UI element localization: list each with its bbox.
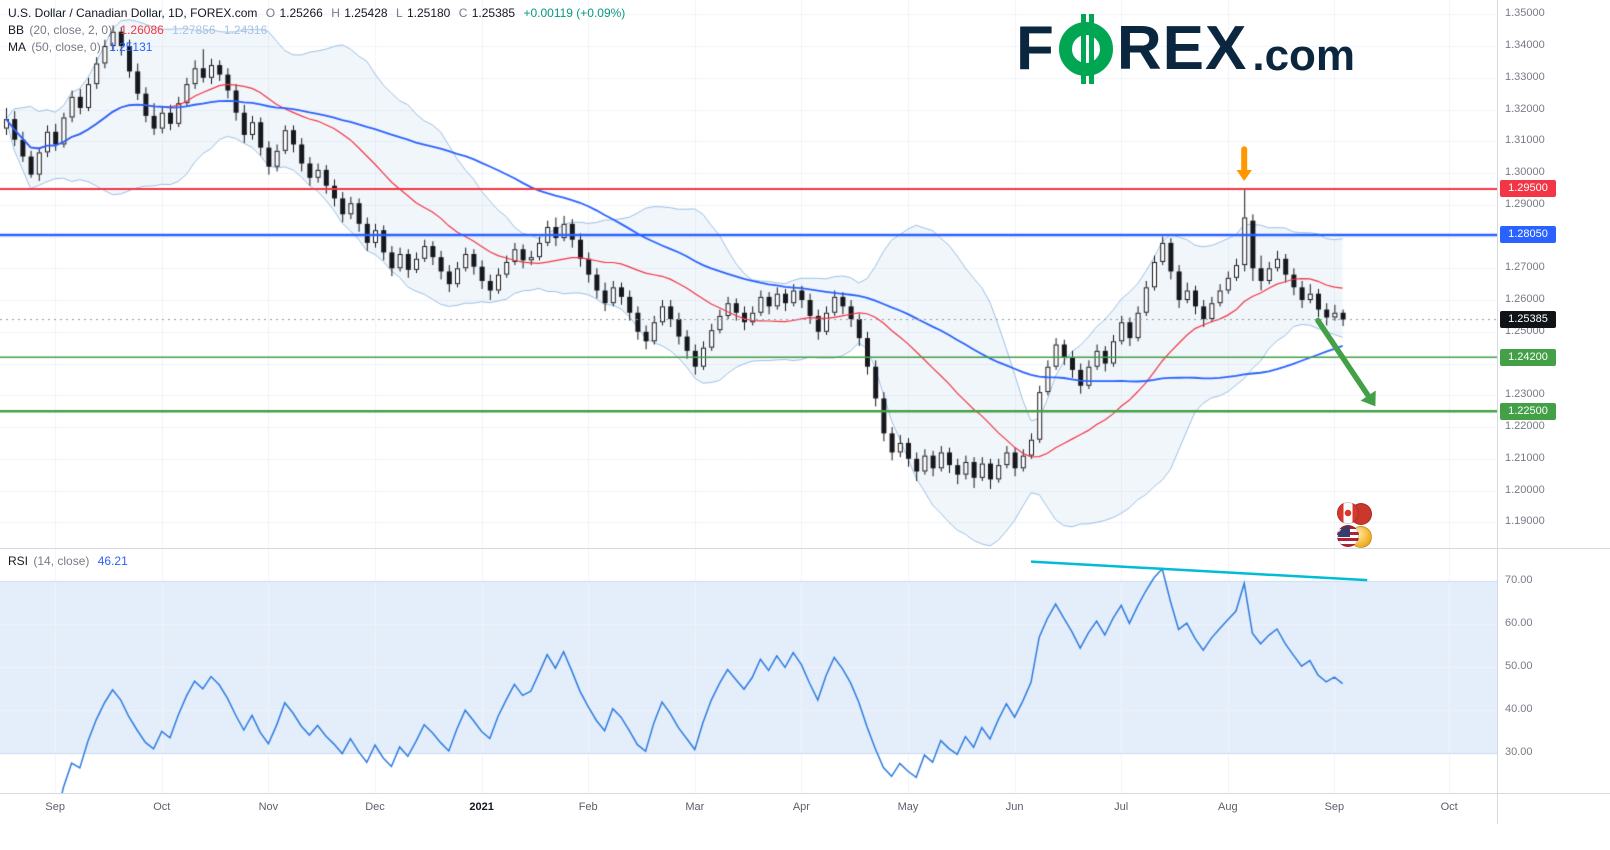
ohlc-h-label: H <box>331 6 340 20</box>
rsi-axis-label: 30.00 <box>1505 746 1533 758</box>
rsi-axis-label: 40.00 <box>1505 703 1533 715</box>
time-axis-label: May <box>897 801 919 813</box>
ma-indicator-label[interactable]: MA <box>8 40 26 54</box>
price-axis-label: 1.19000 <box>1505 515 1545 528</box>
time-axis-label: Feb <box>578 801 598 813</box>
price-axis-label: 1.27000 <box>1505 261 1545 274</box>
price-axis-label: 1.30000 <box>1505 166 1545 179</box>
price-axis-label: 1.21000 <box>1505 451 1545 464</box>
time-axis-label: Dec <box>365 801 385 813</box>
time-axis-label: Oct <box>1440 801 1458 813</box>
chart-legend: U.S. Dollar / Canadian Dollar, 1D, FOREX… <box>8 5 630 56</box>
ohlc-l-label: L <box>395 6 403 20</box>
price-pane[interactable]: U.S. Dollar / Canadian Dollar, 1D, FOREX… <box>0 0 1497 548</box>
ohlc-o-value: 1.25266 <box>279 6 323 20</box>
time-axis-label: Jul <box>1114 801 1129 813</box>
price-axis-label: 1.23000 <box>1505 388 1545 401</box>
bb-indicator-args: (20, close, 2, 0) <box>29 23 113 37</box>
time-axis-label: 2021 <box>469 801 494 813</box>
time-axis-label: Sep <box>1324 801 1345 813</box>
time-axis-label: Mar <box>685 801 705 813</box>
time-axis-label: Oct <box>153 801 171 813</box>
rsi-legend-row[interactable]: RSI (14, close) 46.21 <box>8 553 133 569</box>
bb-indicator-label[interactable]: BB <box>8 23 25 37</box>
rsi-pane[interactable]: RSI (14, close) 46.21 <box>0 549 1497 793</box>
rsi-indicator-args: (14, close) <box>33 554 90 568</box>
symbol-legend-row[interactable]: U.S. Dollar / Canadian Dollar, 1D, FOREX… <box>8 5 630 21</box>
price-axis[interactable]: 1.35000 1.34000 1.33000 1.32000 1.31000 1.300… <box>1497 0 1610 824</box>
forex-logo-text-rex: REX <box>1116 14 1248 83</box>
canada-flag-icon <box>1337 502 1359 524</box>
bb-upper-value: 1.27856 <box>172 23 216 37</box>
price-axis-label: 1.35000 <box>1505 7 1545 20</box>
ma-indicator-args: (50, close, 0) <box>31 40 101 54</box>
forex-logo-text-f: F <box>1016 14 1055 83</box>
level-price-badge: 1.29500 <box>1500 180 1556 198</box>
rsi-axis-label: 60.00 <box>1505 617 1533 629</box>
forex-logo: F REX .com <box>1016 14 1356 84</box>
rsi-axis-label: 70.00 <box>1505 574 1533 586</box>
us-flag-icon <box>1337 525 1359 547</box>
price-axis-label: 1.31000 <box>1505 134 1545 147</box>
axis-divider <box>0 793 1610 794</box>
ohlc-h-value: 1.25428 <box>344 6 388 20</box>
price-axis-label: 1.33000 <box>1505 70 1545 83</box>
time-axis[interactable]: Sep Oct Nov Dec 2021 Feb Mar Apr May Jun Jul Aug Sep… <box>0 794 1610 824</box>
level-price-badge: 1.24200 <box>1500 348 1556 366</box>
instrument-flags-watermark <box>1337 502 1377 548</box>
ohlc-c-value: 1.25385 <box>471 6 516 20</box>
bb-legend-row[interactable]: BB (20, close, 2, 0) 1.26086 1.27856 1.2… <box>8 22 630 38</box>
ma-legend-row[interactable]: MA (50, close, 0) 1.25131 <box>8 39 630 55</box>
time-axis-label: Sep <box>45 801 65 813</box>
bb-basis-value: 1.26086 <box>120 23 164 37</box>
rsi-chart-canvas[interactable] <box>0 549 1497 793</box>
time-axis-label: Jun <box>1005 801 1024 813</box>
price-axis-label: 1.29000 <box>1505 197 1545 210</box>
pane-divider[interactable] <box>0 548 1610 549</box>
level-price-badge: 1.28050 <box>1500 226 1556 244</box>
price-axis-label: 1.22000 <box>1505 420 1545 433</box>
forex-logo-suffix: .com <box>1252 31 1356 80</box>
time-axis-label: Aug <box>1218 801 1238 813</box>
rsi-value: 46.21 <box>97 554 128 568</box>
price-axis-label: 1.32000 <box>1505 102 1545 115</box>
price-change: +0.00119 (+0.09%) <box>523 6 626 20</box>
ma-value: 1.25131 <box>109 40 153 54</box>
time-axis-label: Apr <box>792 801 810 813</box>
ohlc-c-label: C <box>458 6 468 20</box>
bb-lower-value: 1.24316 <box>223 23 268 37</box>
last-price-badge: 1.25385 <box>1500 311 1556 329</box>
time-axis-label: Nov <box>258 801 279 813</box>
rsi-legend: RSI (14, close) 46.21 <box>8 553 133 570</box>
price-chart-canvas[interactable] <box>0 0 1497 548</box>
price-axis-label: 1.20000 <box>1505 483 1545 496</box>
price-axis-label: 1.34000 <box>1505 39 1545 52</box>
ohlc-o-label: O <box>265 6 276 20</box>
rsi-axis-label: 50.00 <box>1505 660 1533 672</box>
forex-logo-o-icon <box>1058 14 1113 84</box>
symbol-title[interactable]: U.S. Dollar / Canadian Dollar, 1D, FOREX… <box>8 6 258 20</box>
rsi-indicator-label[interactable]: RSI <box>8 554 29 568</box>
price-axis-label: 1.26000 <box>1505 293 1545 306</box>
level-price-badge: 1.22500 <box>1500 402 1556 420</box>
ohlc-l-value: 1.25180 <box>406 6 451 20</box>
